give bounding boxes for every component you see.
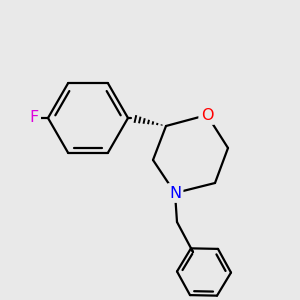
Text: N: N [169, 185, 181, 200]
Text: O: O [201, 107, 213, 122]
Text: F: F [29, 110, 39, 125]
